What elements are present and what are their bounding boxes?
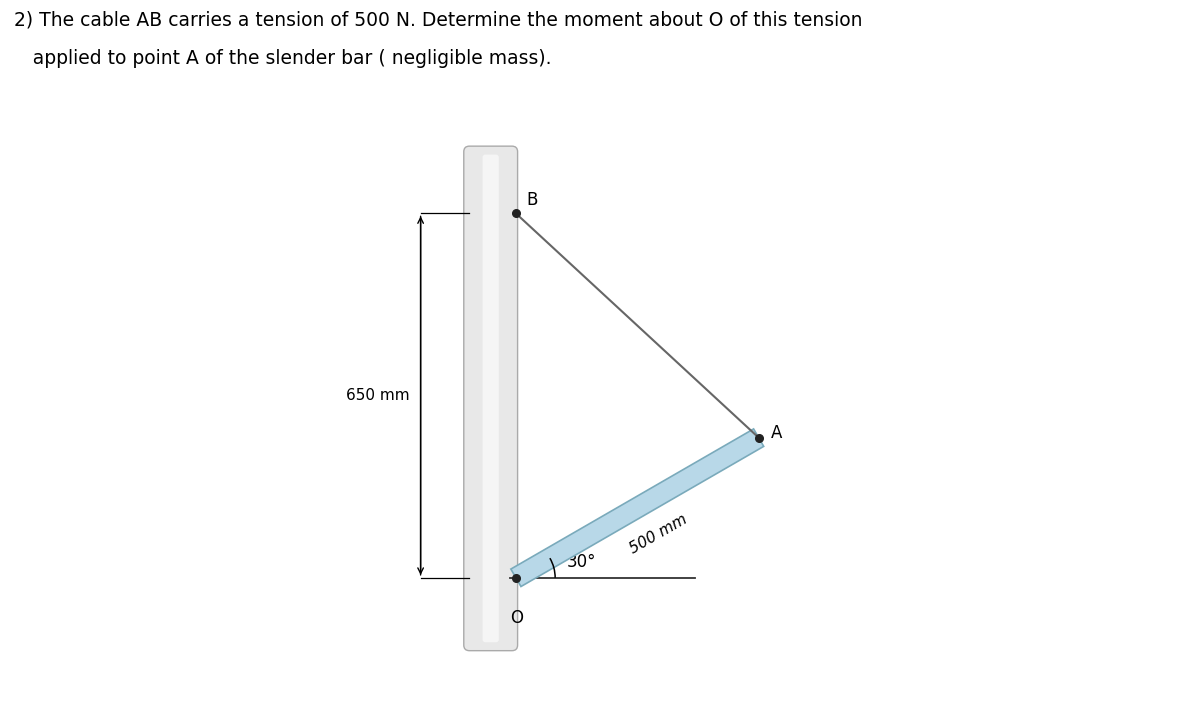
FancyBboxPatch shape	[463, 146, 517, 650]
Text: 650 mm: 650 mm	[346, 388, 409, 403]
Text: 2) The cable AB carries a tension of 500 N. Determine the moment about O of this: 2) The cable AB carries a tension of 500…	[14, 11, 863, 30]
Text: B: B	[526, 191, 538, 209]
Polygon shape	[511, 429, 763, 586]
Text: O: O	[510, 609, 523, 627]
Text: A: A	[770, 425, 782, 442]
FancyBboxPatch shape	[482, 155, 499, 642]
Text: 30°: 30°	[566, 553, 596, 571]
Text: applied to point A of the slender bar ( negligible mass).: applied to point A of the slender bar ( …	[14, 49, 552, 68]
Text: 500 mm: 500 mm	[626, 512, 690, 557]
